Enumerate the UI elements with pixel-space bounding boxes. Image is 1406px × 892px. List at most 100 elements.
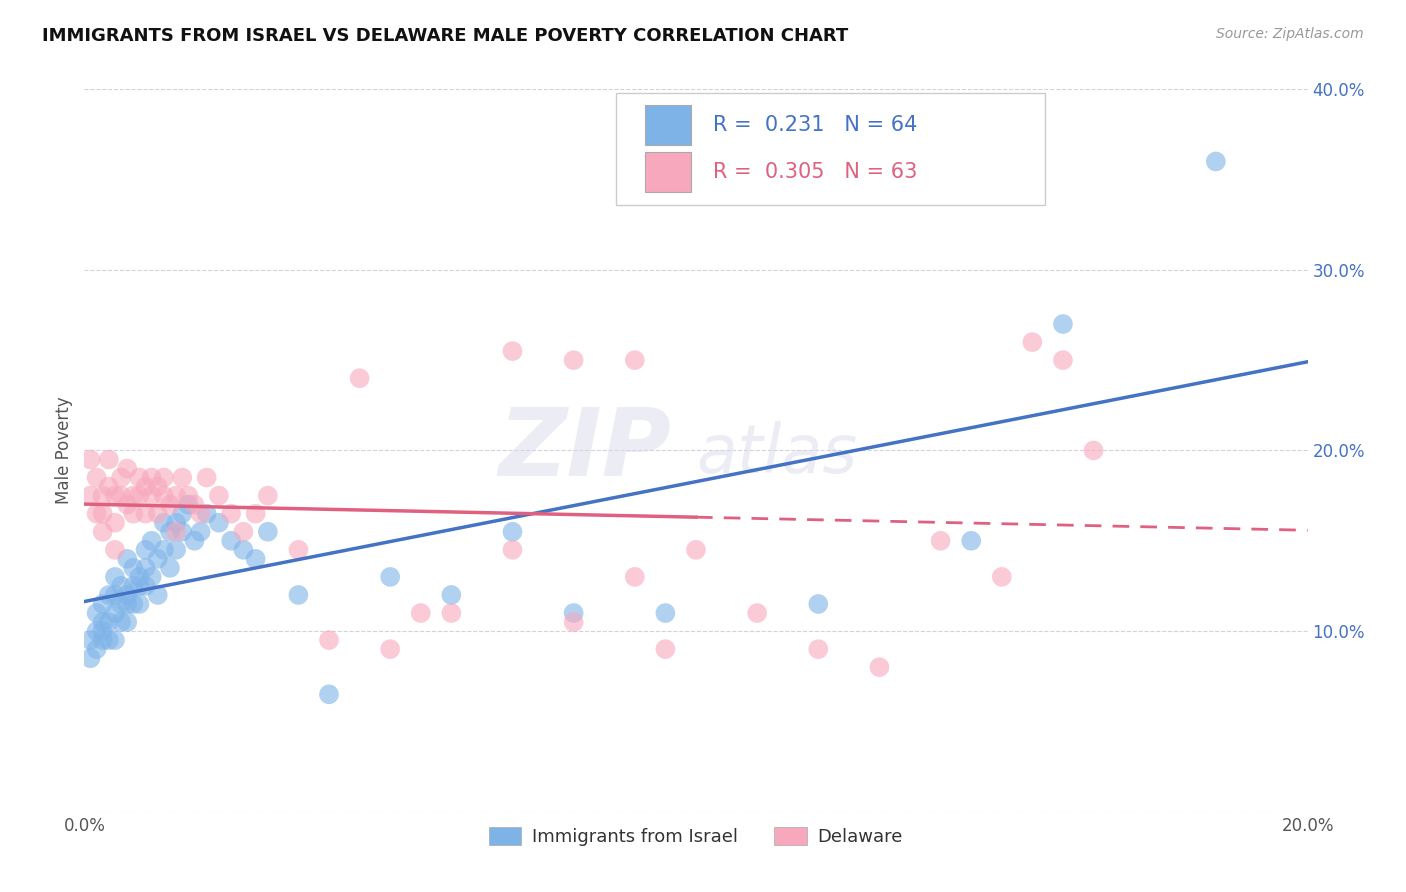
Point (135, 542, 157, 557)
Point (122, 579, 145, 593)
Point (86, 624, 108, 639)
Point (502, 524, 524, 539)
Point (141, 470, 163, 484)
Point (380, 642, 402, 657)
Legend: Immigrants from Israel, Delaware: Immigrants from Israel, Delaware (482, 820, 910, 854)
Point (165, 524, 187, 539)
Point (122, 597, 145, 611)
Point (562, 615, 585, 629)
Point (146, 480, 169, 494)
Point (135, 579, 157, 593)
Point (685, 542, 707, 557)
Point (104, 588, 127, 602)
Point (97, 633, 120, 648)
Point (122, 489, 145, 503)
Point (122, 561, 145, 575)
Point (562, 606, 585, 620)
Point (141, 570, 163, 584)
Point (190, 507, 212, 521)
Point (91, 615, 114, 629)
Point (135, 480, 157, 494)
Point (257, 489, 280, 503)
Point (110, 597, 132, 611)
Point (172, 470, 194, 484)
Point (960, 533, 983, 548)
Point (128, 570, 150, 584)
Point (135, 507, 157, 521)
Point (183, 533, 205, 548)
Point (502, 344, 524, 359)
Point (502, 542, 524, 557)
Point (245, 507, 267, 521)
Point (97, 452, 120, 467)
Point (135, 561, 157, 575)
Point (869, 660, 891, 674)
Point (165, 542, 187, 557)
Point (104, 570, 127, 584)
Point (183, 498, 205, 512)
Text: atlas: atlas (696, 421, 858, 487)
Point (97, 480, 120, 494)
Point (177, 498, 200, 512)
Point (91, 524, 114, 539)
Point (807, 642, 830, 657)
Point (232, 524, 254, 539)
Point (195, 507, 218, 521)
Point (141, 533, 163, 548)
Point (110, 489, 132, 503)
Point (128, 579, 150, 593)
Point (159, 561, 181, 575)
Point (195, 470, 218, 484)
Point (79, 633, 101, 648)
Point (128, 489, 150, 503)
Point (115, 615, 138, 629)
Point (104, 542, 127, 557)
Point (380, 570, 402, 584)
Point (79, 489, 101, 503)
Point (440, 588, 463, 602)
Text: ZIP: ZIP (499, 404, 672, 497)
Point (91, 489, 114, 503)
Point (654, 606, 676, 620)
Point (165, 489, 187, 503)
Point (122, 507, 145, 521)
Point (165, 516, 187, 530)
Point (232, 542, 254, 557)
Point (115, 551, 138, 566)
Point (153, 470, 176, 484)
Point (172, 524, 194, 539)
Point (159, 498, 181, 512)
Point (153, 489, 176, 503)
Point (318, 633, 340, 648)
Point (91, 624, 114, 639)
Point (104, 606, 127, 620)
Point (104, 489, 127, 503)
Text: R =  0.305   N = 63: R = 0.305 N = 63 (713, 162, 918, 182)
Point (1083, 443, 1105, 458)
Point (287, 542, 309, 557)
Point (1052, 317, 1074, 331)
Text: IMMIGRANTS FROM ISRAEL VS DELAWARE MALE POVERTY CORRELATION CHART: IMMIGRANTS FROM ISRAEL VS DELAWARE MALE … (42, 27, 848, 45)
FancyBboxPatch shape (616, 93, 1045, 205)
Point (79, 452, 101, 467)
Point (190, 524, 212, 539)
Point (128, 470, 150, 484)
Point (1021, 334, 1043, 349)
Point (104, 516, 127, 530)
Point (115, 588, 138, 602)
Point (929, 533, 952, 548)
Y-axis label: Male Poverty: Male Poverty (55, 397, 73, 504)
Point (318, 687, 340, 701)
Point (146, 551, 169, 566)
Point (153, 542, 176, 557)
Point (115, 498, 138, 512)
Point (245, 551, 267, 566)
FancyBboxPatch shape (644, 105, 692, 145)
Point (110, 579, 132, 593)
Point (141, 489, 163, 503)
Point (1052, 353, 1074, 368)
Point (624, 570, 647, 584)
Point (172, 507, 194, 521)
Point (409, 606, 432, 620)
Point (624, 353, 647, 368)
